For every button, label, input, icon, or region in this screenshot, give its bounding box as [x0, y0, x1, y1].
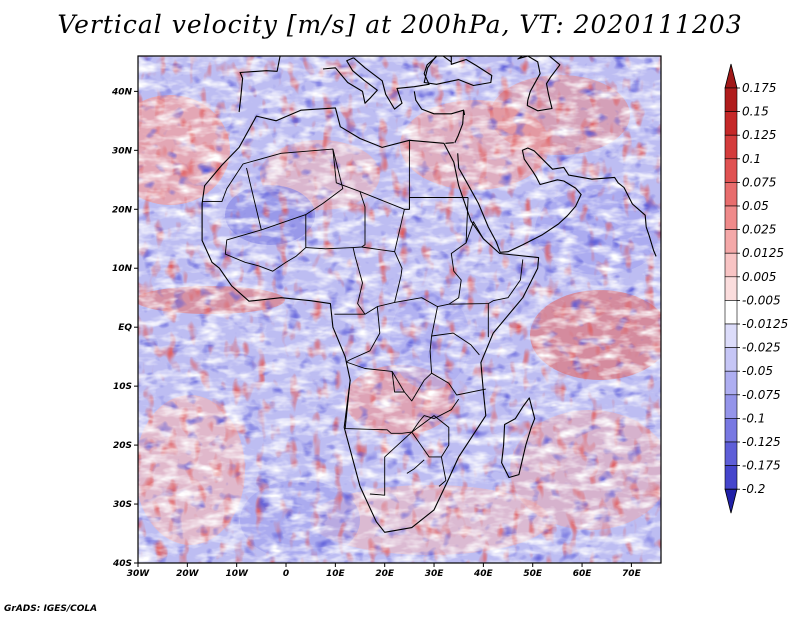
- colorbar-label: -0.075: [742, 388, 781, 402]
- lon-tick-label: 30E: [425, 569, 445, 579]
- sinai-coastline: [445, 142, 454, 144]
- lat-tick-label: 40S: [112, 559, 132, 569]
- country-border: [224, 214, 307, 272]
- caspian-sea-coastline: [517, 56, 561, 112]
- plot-frame: [137, 55, 662, 564]
- country-border: [418, 398, 460, 422]
- lat-tick-label: 10S: [113, 382, 132, 392]
- lon-tick-label: 20E: [375, 569, 395, 579]
- lon-tick-label: 60E: [573, 569, 593, 579]
- lon-tick-label: 10E: [326, 569, 346, 579]
- colorbar-segment: [724, 276, 738, 301]
- colorbar-segment: [724, 87, 738, 112]
- arabia-coastline: [457, 147, 657, 257]
- country-border: [384, 431, 447, 487]
- madagascar-coastline: [501, 397, 536, 479]
- colorbar-label: -0.1: [742, 411, 765, 425]
- lat-tick-label: 20S: [113, 441, 132, 451]
- country-border: [305, 247, 366, 315]
- colorbar-label: 0.125: [742, 128, 776, 142]
- colorbar-label: 0.0125: [742, 246, 784, 260]
- velocity-field: [138, 56, 661, 563]
- colorbar-segment: [724, 418, 738, 443]
- country-border: [411, 415, 450, 458]
- country-border: [394, 197, 469, 308]
- anatolia-coastline: [413, 91, 466, 116]
- footer-credit: GrADS: IGES/COLA: [4, 604, 98, 614]
- country-border: [345, 306, 381, 363]
- colorbar-label: 0.025: [742, 223, 776, 237]
- colorbar-segment: [724, 111, 738, 136]
- colorbar-label: 0.175: [742, 81, 776, 95]
- country-border: [394, 208, 410, 252]
- country-border: [369, 456, 386, 496]
- colorbar-segment: [724, 347, 738, 372]
- colorbar-segment: [724, 465, 738, 490]
- latitude-ticks: 40N 30N 20N 10N EQ 10S 20S 30S 40S: [111, 87, 138, 569]
- colorbar-segment: [724, 158, 738, 183]
- colorbar-legend: 0.175 0.15 0.125 0.1 0.075 0.05 0.025 0.0125 0.0…: [724, 63, 788, 514]
- figure-title: Vertical velocity [m/s] at 200hPa, VT: 2…: [57, 10, 743, 39]
- colorbar-label: -0.175: [742, 459, 781, 473]
- italy-coastline: [322, 57, 378, 104]
- colorbar-top-arrow: [724, 63, 738, 89]
- country-border: [242, 148, 344, 231]
- country-border: [406, 459, 425, 474]
- country-border: [346, 361, 432, 402]
- colorbar-label: -0.005: [742, 293, 781, 307]
- country-border: [353, 191, 366, 249]
- country-border: [453, 332, 480, 356]
- colorbar-label: 0.05: [742, 199, 769, 213]
- country-border: [391, 371, 405, 393]
- black-sea-coastline: [423, 56, 493, 87]
- country-border: [202, 163, 244, 203]
- colorbar-segment: [724, 252, 738, 278]
- lat-tick-label: 10N: [112, 264, 133, 274]
- colorbar-label: 0.075: [742, 175, 776, 189]
- lat-tick-label: 30S: [113, 500, 132, 510]
- colorbar-label: 0.1: [742, 152, 761, 166]
- lat-tick-label: EQ: [118, 323, 132, 333]
- colorbar-label: -0.2: [742, 482, 765, 496]
- colorbar-label: -0.025: [742, 341, 781, 355]
- country-border: [465, 221, 484, 244]
- colorbar-segment: [724, 323, 738, 348]
- colorbar-segment: [724, 205, 738, 230]
- lat-tick-label: 20N: [112, 205, 133, 215]
- colorbar-segment: [724, 182, 738, 207]
- colorbar-segment: [724, 441, 738, 466]
- colorbar-segment: [724, 300, 738, 325]
- country-border: [429, 335, 486, 396]
- colorbar-bottom-arrow: [724, 488, 738, 514]
- lon-tick-label: 10W: [225, 569, 249, 579]
- colorbar-label: -0.125: [742, 435, 781, 449]
- field-texture-neutral: [138, 56, 661, 563]
- colorbar-segment: [724, 134, 738, 160]
- africa-coastline: [201, 107, 540, 533]
- lon-tick-label: 0: [283, 569, 289, 579]
- country-border: [448, 259, 524, 305]
- lon-tick-label: 50E: [523, 569, 543, 579]
- colorbar-label: -0.05: [742, 364, 773, 378]
- lon-tick-label: 20W: [176, 569, 200, 579]
- lat-tick-label: 40N: [111, 87, 133, 97]
- colorbar-segment: [724, 394, 738, 419]
- levant-coastline: [454, 110, 465, 143]
- colorbar-label: -0.0125: [742, 317, 788, 331]
- lon-tick-label: 40E: [473, 569, 494, 579]
- colorbar-segment: [724, 370, 738, 396]
- colorbar-segment: [724, 229, 738, 254]
- lat-tick-label: 30N: [112, 146, 133, 156]
- colorbar-label: 0.005: [742, 270, 776, 284]
- longitude-ticks: 30W 20W 10W 0 10E 20E 30E 40E 50E 60E 70E: [127, 563, 642, 579]
- coastlines-and-borders: [201, 56, 657, 533]
- europe-coastline: [238, 56, 484, 113]
- lon-tick-label: 30W: [127, 569, 151, 579]
- colorbar-label: 0.15: [742, 105, 769, 119]
- lon-tick-label: 70E: [622, 569, 642, 579]
